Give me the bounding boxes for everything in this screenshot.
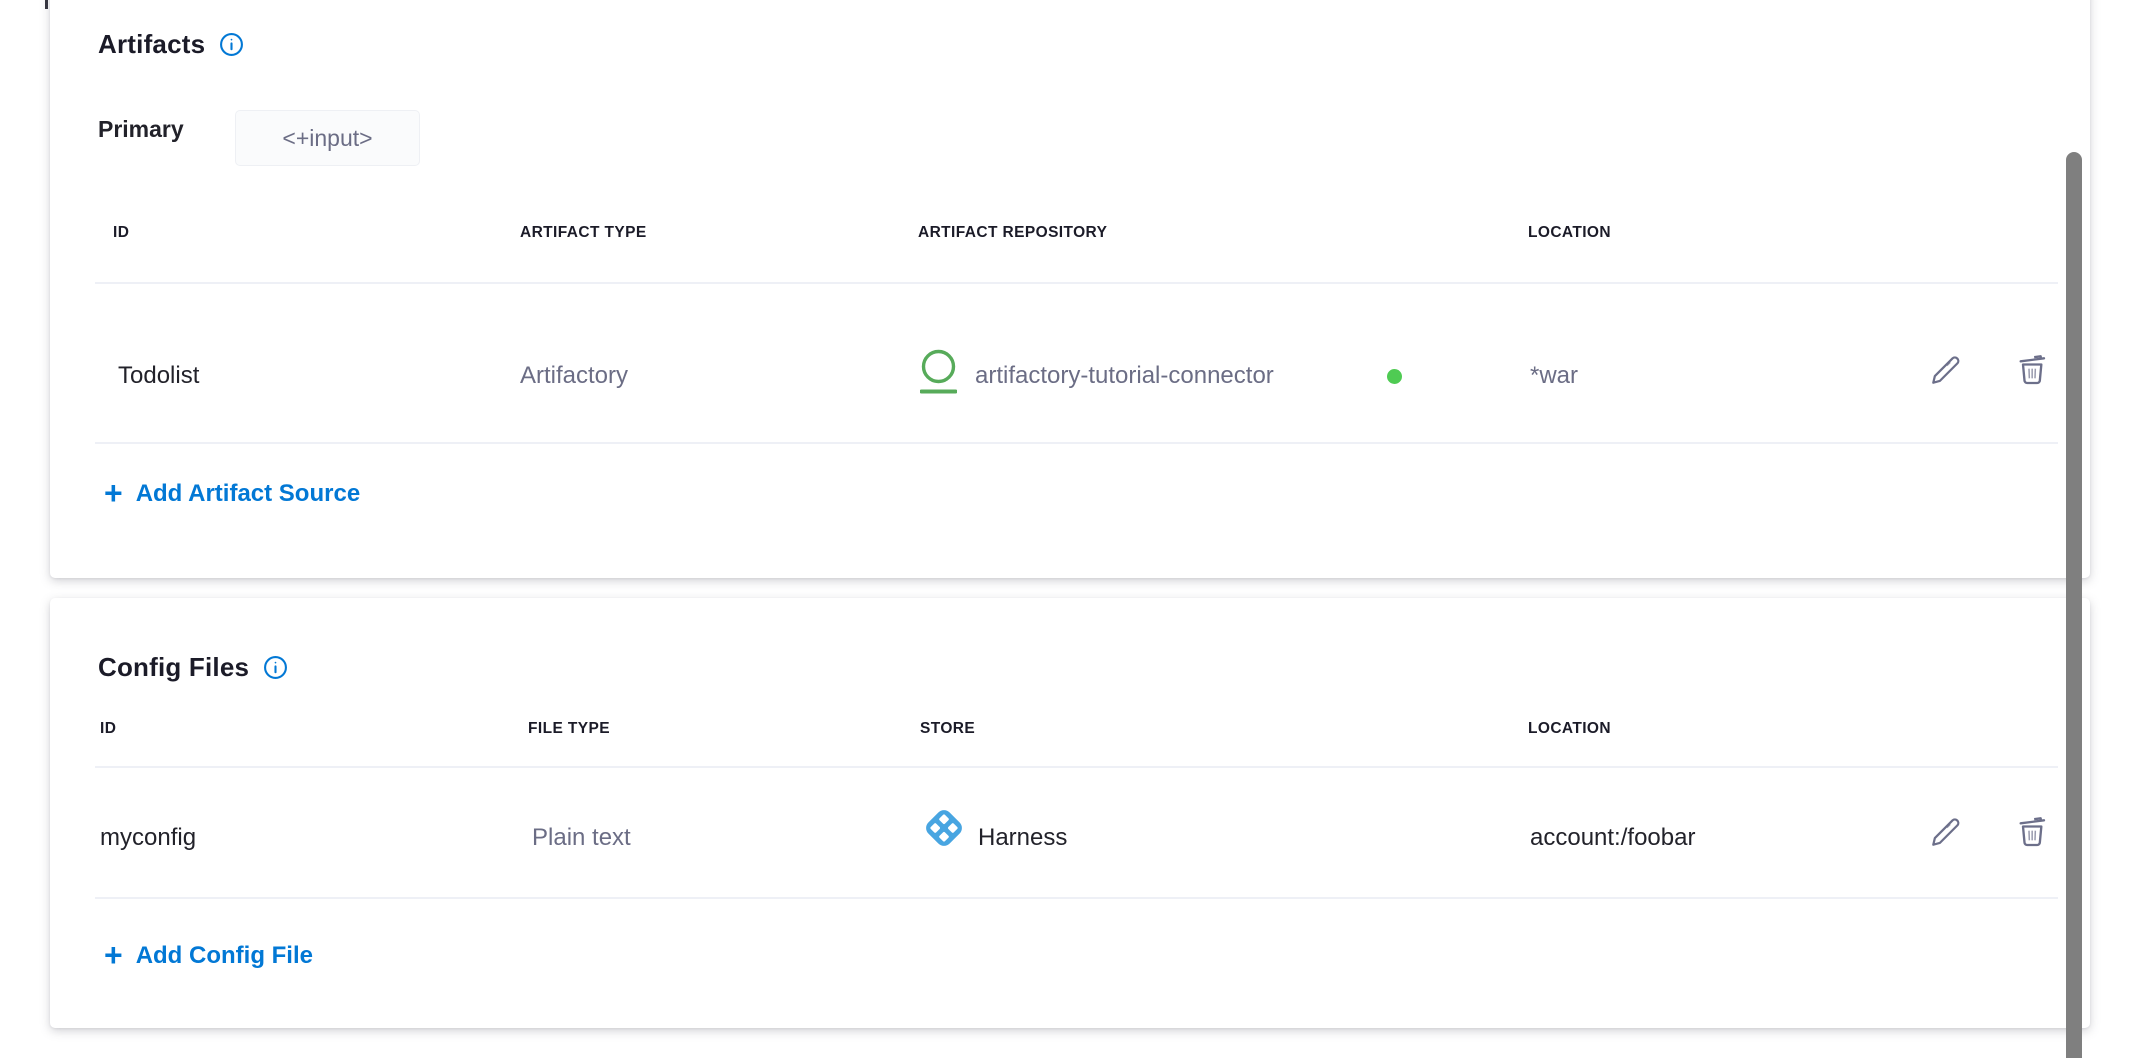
- edit-artifact-button[interactable]: [1926, 352, 1964, 390]
- config-header-filetype: FILE TYPE: [528, 720, 610, 737]
- table-divider: [95, 282, 2058, 284]
- config-files-card: Config Files ID FILE TYPE STORE LOCATION…: [50, 598, 2090, 1028]
- add-config-file-label: Add Config File: [135, 942, 313, 969]
- config-header-store: STORE: [920, 720, 976, 737]
- config-filetype-cell: Plain text: [532, 824, 631, 851]
- harness-icon: [922, 806, 966, 855]
- artifact-type-cell: Artifactory: [520, 362, 629, 389]
- delete-config-file-button[interactable]: [2012, 811, 2052, 851]
- config-id-cell: myconfig: [100, 824, 197, 851]
- edit-config-file-button[interactable]: [1926, 814, 1964, 852]
- artifacts-section-title: Artifacts: [98, 29, 244, 60]
- artifact-id-cell: Todolist: [118, 362, 200, 389]
- trash-icon: [2012, 817, 2052, 854]
- panel-edge-tick: [45, 0, 48, 9]
- artifacts-header-id: ID: [113, 224, 130, 241]
- delete-artifact-button[interactable]: [2012, 349, 2052, 389]
- runtime-input-value: <+input>: [282, 124, 373, 151]
- artifacts-title-text: Artifacts: [98, 29, 206, 59]
- config-files-title-text: Config Files: [98, 652, 250, 682]
- config-files-section-title: Config Files: [98, 652, 288, 683]
- add-artifact-source-button[interactable]: + Add Artifact Source: [104, 475, 361, 511]
- plus-icon: +: [104, 937, 123, 973]
- pencil-icon: [1926, 356, 1964, 393]
- config-header-id: ID: [100, 720, 117, 737]
- artifact-location-cell: *war: [1530, 362, 1579, 389]
- artifacts-header-type: ARTIFACT TYPE: [520, 224, 647, 241]
- primary-artifact-runtime-input[interactable]: <+input>: [235, 110, 420, 166]
- add-artifact-source-label: Add Artifact Source: [135, 480, 361, 507]
- table-divider: [95, 766, 2058, 768]
- trash-icon: [2012, 355, 2052, 392]
- info-icon[interactable]: [263, 655, 288, 680]
- artifacts-header-repository: ARTIFACT REPOSITORY: [918, 224, 1108, 241]
- vertical-scrollbar-thumb[interactable]: [2066, 152, 2082, 1058]
- table-divider: [95, 442, 2058, 444]
- artifactory-icon: [919, 349, 958, 402]
- info-icon[interactable]: [219, 32, 244, 57]
- plus-icon: +: [104, 475, 123, 511]
- artifact-repository-cell[interactable]: artifactory-tutorial-connector: [975, 362, 1274, 389]
- table-divider: [95, 897, 2058, 899]
- config-store-cell: Harness: [978, 824, 1068, 851]
- add-config-file-button[interactable]: + Add Config File: [104, 937, 313, 973]
- config-location-cell: account:/foobar: [1530, 824, 1696, 851]
- connector-status-dot: [1387, 369, 1402, 384]
- artifacts-card: Artifacts Primary <+input> ID ARTIFACT T…: [50, 0, 2090, 578]
- pencil-icon: [1926, 818, 1964, 855]
- primary-artifact-label: Primary: [98, 116, 184, 142]
- config-header-location: LOCATION: [1528, 720, 1611, 737]
- artifacts-header-location: LOCATION: [1528, 224, 1611, 241]
